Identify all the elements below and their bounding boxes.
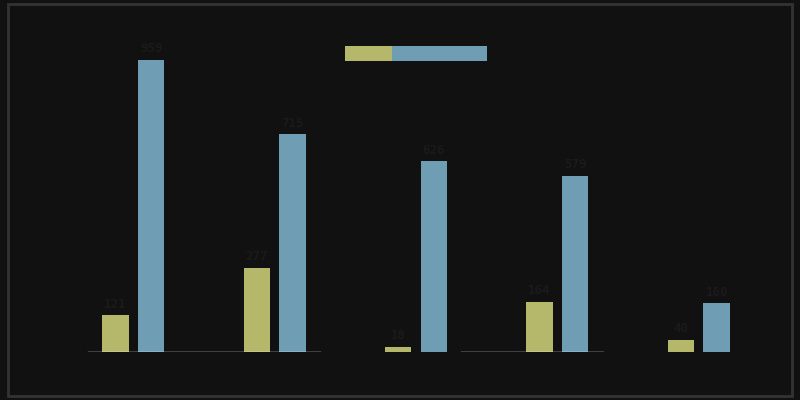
Bar: [102, 315, 129, 352]
Bar: [385, 346, 411, 352]
Bar: [346, 46, 439, 61]
Bar: [526, 302, 553, 352]
Text: 164: 164: [528, 284, 550, 298]
Bar: [279, 134, 306, 352]
Text: 579: 579: [564, 158, 586, 171]
Bar: [703, 303, 730, 352]
Text: 715: 715: [282, 116, 304, 130]
Bar: [138, 60, 164, 352]
Text: 40: 40: [674, 322, 688, 335]
Bar: [562, 176, 589, 352]
Text: 121: 121: [104, 298, 126, 310]
Bar: [421, 161, 447, 352]
Text: 18: 18: [390, 329, 406, 342]
Text: 277: 277: [246, 250, 268, 263]
Bar: [243, 268, 270, 352]
Text: 626: 626: [422, 144, 445, 157]
Text: 959: 959: [140, 42, 162, 55]
Bar: [393, 46, 486, 61]
Bar: [668, 340, 694, 352]
Text: 160: 160: [706, 286, 728, 299]
